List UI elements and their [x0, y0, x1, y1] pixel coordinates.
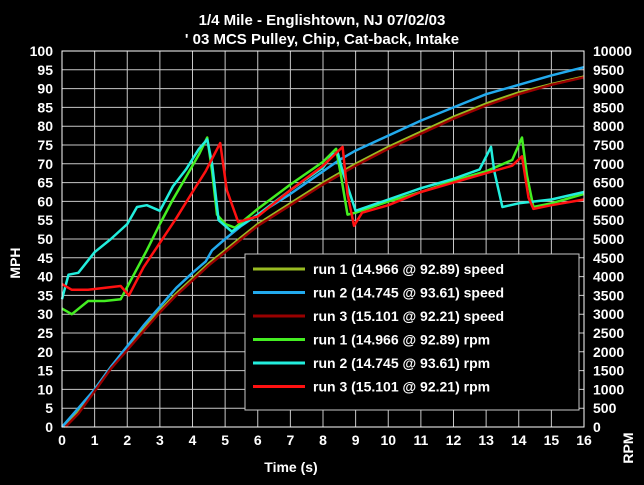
x-tick-label: 2: [123, 432, 131, 448]
legend-label-1: run 1 (14.966 @ 92.89) speed: [313, 261, 504, 277]
y2-tick-label: 6000: [593, 193, 624, 209]
chart-title: 1/4 Mile - Englishtown, NJ 07/02/03: [199, 12, 446, 29]
series-line-5: [60, 138, 585, 300]
x-axis-label: Time (s): [264, 459, 317, 475]
y2-axis-label: RPM: [620, 432, 636, 463]
y-axis-label: MPH: [7, 247, 23, 278]
x-tick-label: 1: [91, 432, 99, 448]
x-tick-label: 6: [254, 432, 262, 448]
y2-tick-label: 5500: [593, 212, 624, 228]
y-tick-label: 25: [37, 325, 53, 341]
y2-tick-label: 2000: [593, 344, 624, 360]
legend-label-3: run 3 (15.101 @ 92.21) speed: [313, 308, 504, 324]
x-tick-label: 4: [189, 432, 197, 448]
y-tick-label: 55: [37, 212, 53, 228]
x-axis-tick-labels: 0 1 2 3 4 5 6 7 8 9 10 11 12 13 14 15 16: [58, 432, 592, 448]
x-tick-label: 0: [58, 432, 66, 448]
y2-tick-label: 2500: [593, 325, 624, 341]
legend-label-4: run 1 (14.966 @ 92.89) rpm: [313, 332, 490, 348]
legend-label-2: run 2 (14.745 @ 93.61) speed: [313, 285, 504, 301]
x-tick-label: 13: [478, 432, 494, 448]
series-line-6: [61, 141, 585, 297]
y-tick-label: 15: [37, 363, 53, 379]
y-tick-label: 35: [37, 287, 53, 303]
y2-tick-label: 3500: [593, 287, 624, 303]
x-tick-label: 16: [576, 432, 592, 448]
y2-tick-label: 8500: [593, 99, 624, 115]
y2-tick-label: 1000: [593, 381, 624, 397]
x-tick-label: 14: [511, 432, 527, 448]
y-tick-label: 50: [37, 231, 53, 247]
legend-label-5: run 2 (14.745 @ 93.61) rpm: [313, 355, 490, 371]
y2-axis-tick-labels: 0 500 1000 1500 2000 2500 3000 3500 4000 4500 5000…: [593, 43, 632, 435]
y-tick-label: 85: [37, 99, 53, 115]
y2-tick-label: 4000: [593, 269, 624, 285]
y-tick-label: 70: [37, 156, 53, 172]
x-tick-label: 15: [544, 432, 560, 448]
y2-tick-label: 5000: [593, 231, 624, 247]
x-tick-label: 9: [352, 432, 360, 448]
x-tick-label: 7: [286, 432, 294, 448]
y2-tick-label: 500: [593, 400, 617, 416]
x-tick-label: 10: [380, 432, 396, 448]
y-tick-label: 5: [45, 400, 53, 416]
y2-tick-label: 7000: [593, 156, 624, 172]
x-tick-label: 5: [221, 432, 229, 448]
y-tick-label: 0: [45, 419, 53, 435]
y-tick-label: 75: [37, 137, 53, 153]
y2-tick-label: 4500: [593, 250, 624, 266]
series-line-3: [64, 76, 585, 428]
y2-tick-label: 3000: [593, 306, 624, 322]
y-axis-tick-labels: 0 5 10 15 20 25 30 35 40 45 50 55 60 65 70 75 80 85 90 95 10…: [30, 43, 54, 435]
y-tick-label: 90: [37, 81, 53, 97]
y2-tick-label: 0: [593, 419, 601, 435]
y2-tick-label: 7500: [593, 137, 624, 153]
y-tick-label: 10: [37, 381, 53, 397]
y2-tick-label: 9000: [593, 81, 624, 97]
y-tick-label: 65: [37, 175, 53, 191]
y-tick-label: 60: [37, 193, 53, 209]
y-tick-label: 95: [37, 62, 53, 78]
y2-tick-label: 9500: [593, 62, 624, 78]
y-tick-label: 80: [37, 118, 53, 134]
legend: run 1 (14.966 @ 92.89) speed run 2 (14.74…: [244, 253, 580, 411]
y-tick-label: 40: [37, 269, 53, 285]
y-tick-label: 45: [37, 250, 53, 266]
x-tick-label: 8: [319, 432, 327, 448]
legend-box: [244, 253, 580, 411]
y-tick-label: 100: [30, 43, 54, 59]
y2-tick-label: 10000: [593, 43, 632, 59]
y2-tick-label: 1500: [593, 363, 624, 379]
plot-frame: [61, 50, 585, 428]
y-tick-label: 20: [37, 344, 53, 360]
legend-label-6: run 3 (15.101 @ 92.21) rpm: [313, 379, 490, 395]
series-line-4: [61, 136, 585, 316]
y-tick-label: 30: [37, 306, 53, 322]
y2-tick-label: 6500: [593, 175, 624, 191]
x-tick-label: 11: [413, 432, 428, 448]
series-lines: [60, 65, 585, 428]
x-tick-label: 12: [446, 432, 462, 448]
chart-subtitle: ' 03 MCS Pulley, Chip, Cat-back, Intake: [185, 31, 459, 48]
x-tick-label: 3: [156, 432, 164, 448]
y2-tick-label: 8000: [593, 118, 624, 134]
